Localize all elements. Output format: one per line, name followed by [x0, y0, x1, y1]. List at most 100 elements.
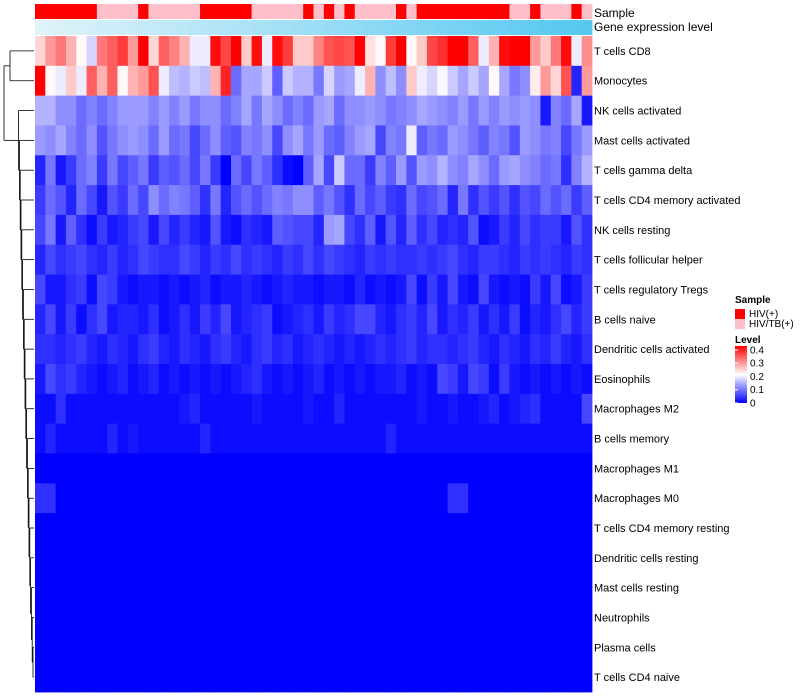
heatmap-cell	[499, 185, 510, 216]
sample-annotation-cell	[313, 4, 325, 19]
heatmap-cell	[499, 602, 510, 633]
heatmap-cell	[220, 632, 232, 663]
heatmap-cell	[509, 453, 521, 484]
heatmap-cell	[344, 662, 356, 693]
heatmap-cell	[437, 125, 448, 156]
heatmap-cell	[499, 95, 510, 126]
gene-annotation-cell	[396, 20, 407, 35]
legend-tick-label: 0.3	[750, 359, 764, 370]
gene-annotation-cell	[117, 20, 129, 35]
heatmap-cell	[200, 334, 211, 365]
heatmap-cell	[230, 274, 242, 305]
heatmap-cell	[344, 304, 356, 335]
heatmap-cell	[509, 125, 521, 156]
heatmap-cell	[117, 572, 129, 603]
heatmap-cell	[457, 334, 469, 365]
heatmap-cell	[261, 423, 273, 454]
heatmap-cell	[385, 36, 397, 67]
heatmap-cell	[45, 602, 57, 633]
heatmap-cell	[210, 364, 222, 395]
heatmap-cell	[519, 125, 531, 156]
heatmap-cell	[65, 185, 77, 216]
heatmap-cell	[313, 274, 325, 305]
heatmap-cell	[530, 364, 541, 395]
heatmap-cell	[303, 364, 314, 395]
heatmap-cell	[169, 602, 180, 633]
heatmap-cell	[365, 155, 376, 186]
heatmap-cell	[457, 304, 469, 335]
heatmap-cell	[292, 513, 304, 544]
heatmap-cell	[519, 155, 531, 186]
sample-annotation-cell	[272, 4, 283, 19]
heatmap-cell	[158, 65, 170, 97]
heatmap-cell	[303, 274, 314, 305]
sample-annotation-cell	[148, 4, 160, 19]
heatmap-cell	[35, 274, 46, 305]
heatmap-cell	[426, 185, 438, 216]
heatmap-cell	[138, 125, 149, 156]
heatmap-cell	[138, 453, 149, 484]
heatmap-cell	[323, 274, 335, 305]
heatmap-cell	[530, 65, 541, 97]
heatmap-cell	[96, 36, 108, 67]
heatmap-cell	[127, 572, 139, 603]
heatmap-cell	[519, 572, 531, 603]
heatmap-cell	[210, 334, 222, 365]
heatmap-cell	[354, 632, 366, 663]
heatmap-cell	[530, 542, 541, 574]
heatmap-cell	[55, 334, 67, 365]
row-label: Eosinophils	[594, 374, 651, 386]
heatmap-cell	[437, 632, 448, 663]
heatmap-cell	[530, 95, 541, 126]
heatmap-cell	[189, 572, 201, 603]
sample-annotation-cell	[158, 4, 170, 19]
heatmap-cell	[509, 244, 521, 275]
heatmap-cell	[323, 483, 335, 514]
heatmap-cell	[35, 304, 46, 335]
heatmap-cell	[313, 95, 325, 126]
heatmap-cell	[220, 602, 232, 633]
heatmap-cell	[261, 155, 273, 186]
heatmap-cell	[540, 244, 552, 275]
heatmap-cell	[76, 334, 87, 365]
heatmap-cell	[179, 65, 191, 97]
heatmap-cell	[220, 662, 232, 693]
heatmap-cell	[437, 423, 448, 454]
heatmap-cell	[86, 304, 98, 335]
heatmap-cell	[127, 65, 139, 97]
heatmap-cell	[241, 393, 253, 425]
heatmap-cell	[303, 602, 314, 633]
heatmap-cell	[200, 214, 211, 246]
heatmap-cell	[179, 423, 191, 454]
heatmap-cell	[35, 95, 46, 126]
sample-annotation-cell	[468, 4, 479, 19]
heatmap-cell	[447, 513, 459, 544]
heatmap-cell	[581, 542, 593, 574]
heatmap-cell	[55, 662, 67, 693]
heatmap-cell	[107, 602, 118, 633]
heatmap-cell	[55, 423, 67, 454]
heatmap-cell	[437, 393, 448, 425]
heatmap-cell	[107, 334, 118, 365]
heatmap-cell	[189, 304, 201, 335]
heatmap-cell	[447, 185, 459, 216]
heatmap-cell	[571, 423, 583, 454]
heatmap-cell	[396, 423, 407, 454]
heatmap-cell	[323, 125, 335, 156]
heatmap-cell	[127, 125, 139, 156]
heatmap-cell	[365, 542, 376, 574]
gene-annotation-cell	[261, 20, 273, 35]
gene-annotation-label: Gene expression level	[594, 20, 713, 34]
heatmap-cell	[189, 185, 201, 216]
heatmap-cell	[220, 513, 232, 544]
sample-annotation-label: Sample	[594, 6, 635, 20]
row-label: Macrophages M1	[594, 463, 679, 475]
heatmap-cell	[344, 364, 356, 395]
heatmap-cell	[550, 662, 562, 693]
heatmap-cell	[530, 36, 541, 67]
heatmap-cell	[530, 214, 541, 246]
heatmap-cell	[509, 364, 521, 395]
heatmap-cell	[468, 155, 479, 186]
heatmap-cell	[447, 155, 459, 186]
heatmap-cell	[107, 423, 118, 454]
